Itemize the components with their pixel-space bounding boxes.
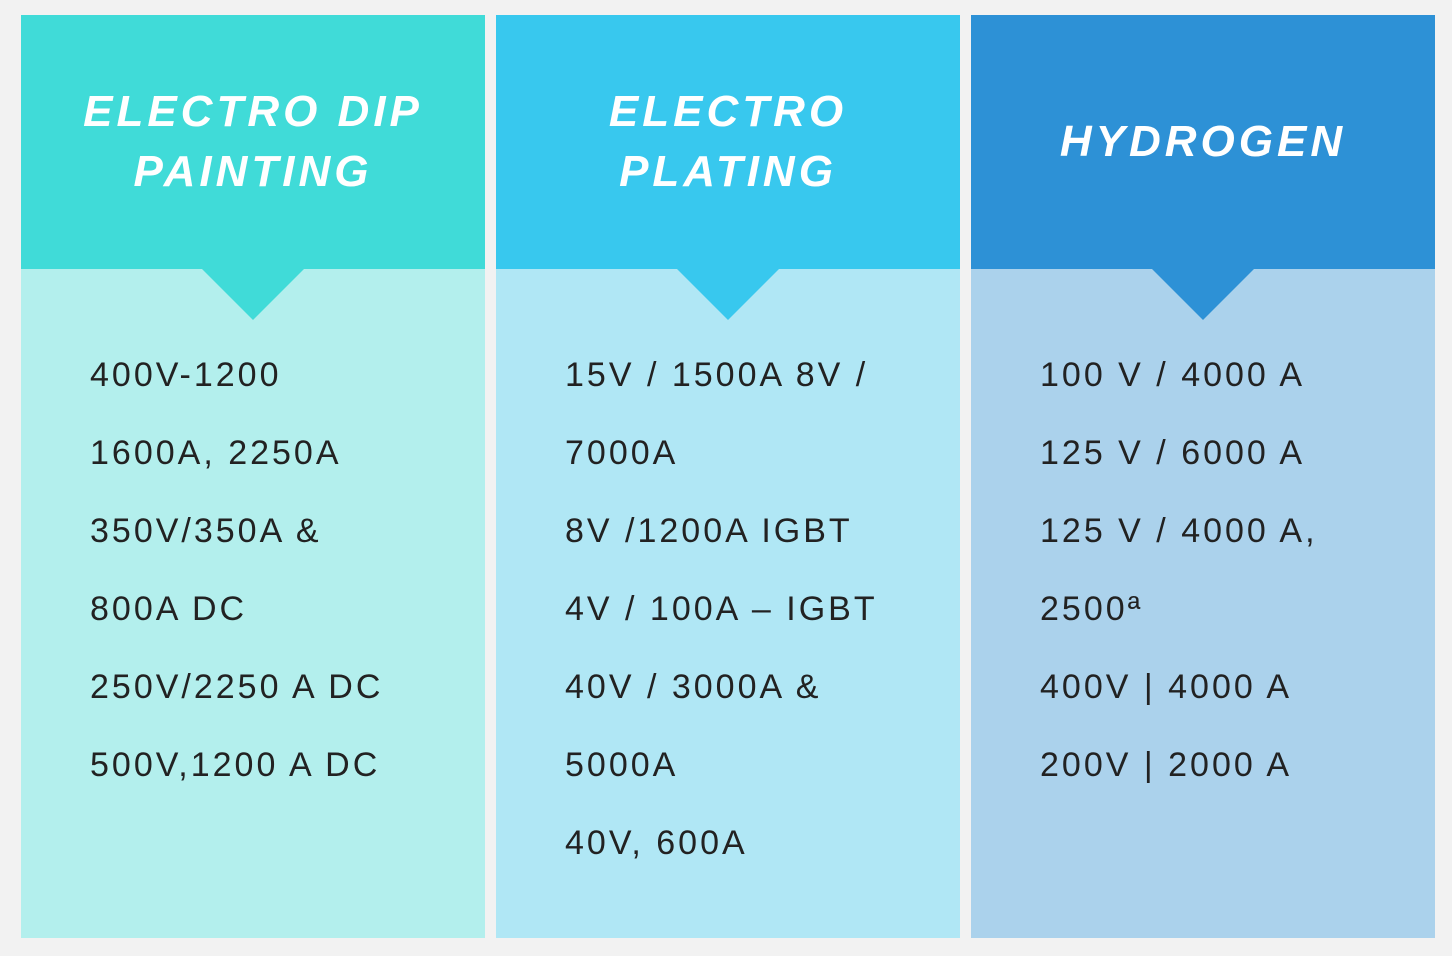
column-header: ELECTRO PLATING <box>496 15 960 269</box>
header-title: ELECTRO DIP <box>83 87 423 136</box>
header-title: ELECTRO <box>608 87 848 136</box>
spec-line: 4V / 100A – IGBT <box>565 590 878 628</box>
pointer <box>1152 269 1254 320</box>
header-title: PLATING <box>619 147 837 196</box>
spec-line: 40V / 3000A & <box>565 668 822 706</box>
spec-line: 7000A <box>565 434 679 472</box>
spec-line: 2500ª <box>1040 590 1144 628</box>
spec-line: 5000A <box>565 746 679 784</box>
column-body: 100 V / 4000 A 125 V / 6000 A 125 V / 4000… <box>1040 336 1318 804</box>
spec-line: 800A DC <box>90 590 248 628</box>
spec-line: 250V/2250 A DC <box>90 668 384 706</box>
spec-line: 125 V / 6000 A <box>1040 434 1306 472</box>
header-title: HYDROGEN <box>1059 117 1347 166</box>
column-header: HYDROGEN <box>971 15 1435 269</box>
column: ELECTRO DIP PAINTING 400V-1200 1600A, 225… <box>21 15 485 938</box>
header-title: PAINTING <box>133 147 373 196</box>
spec-line: 125 V / 4000 A, <box>1040 512 1318 550</box>
column: ELECTRO PLATING 15V / 1500A 8V / 7000A 8V … <box>496 15 960 938</box>
column-body: 400V-1200 1600A, 2250A 350V/350A & 800A DC 2… <box>90 336 383 804</box>
spec-line: 200V | 2000 A <box>1040 746 1293 784</box>
pointer <box>202 269 304 320</box>
spec-line: 500V,1200 A DC <box>90 746 381 784</box>
spec-line: 15V / 1500A 8V / <box>565 356 869 394</box>
spec-line: 400V | 4000 A <box>1040 668 1293 706</box>
column-body: 15V / 1500A 8V / 7000A 8V /1200A IGBT 4V / … <box>565 336 878 882</box>
spec-line: 8V /1200A IGBT <box>565 512 853 550</box>
spec-line: 400V-1200 <box>90 356 282 394</box>
spec-line: 1600A, 2250A <box>90 434 342 472</box>
spec-line: 350V/350A & <box>90 512 322 550</box>
column-header: ELECTRO DIP PAINTING <box>21 15 485 269</box>
column: HYDROGEN 100 V / 4000 A 125 V / 6000 A 125… <box>971 15 1435 938</box>
pointer <box>677 269 779 320</box>
spec-line: 40V, 600A <box>565 824 748 862</box>
spec-line: 100 V / 4000 A <box>1040 356 1306 394</box>
